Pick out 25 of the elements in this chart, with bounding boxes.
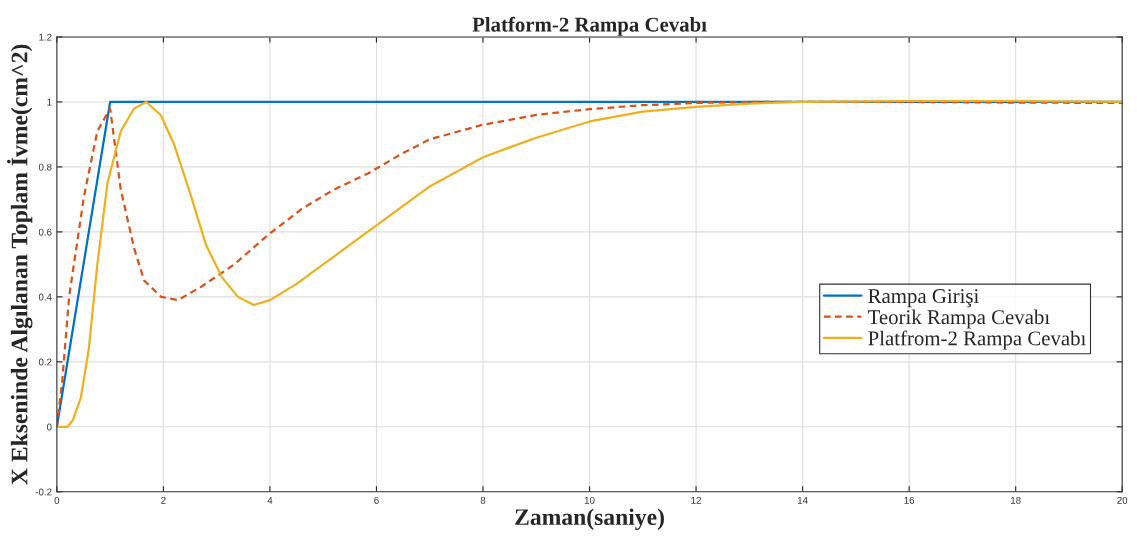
y-tick-label: 0.4	[38, 293, 52, 301]
x-tick-label: 16	[904, 496, 915, 504]
legend-label: Platfrom-2 Rampa Cevabı	[868, 330, 1086, 350]
x-tick-label: 4	[267, 496, 273, 504]
x-axis-title: Zaman(saniye)	[515, 508, 664, 530]
x-tick-label: 6	[374, 496, 379, 504]
x-tick-label: 20	[1117, 496, 1128, 504]
y-axis-title: X Ekseninde Algılanan Toplam İvme(cm^2)	[7, 44, 33, 485]
x-tick-label: 14	[797, 496, 808, 504]
y-tick-label: 0.8	[38, 163, 52, 171]
y-tick-label: 0.2	[38, 358, 52, 366]
y-tick-label: -0.2	[35, 488, 52, 496]
x-tick-label: 12	[691, 496, 701, 504]
x-tick-label: 18	[1011, 496, 1021, 504]
y-tick-label: 1	[47, 98, 52, 106]
x-tick-label: 0	[54, 496, 60, 504]
x-tick-label: 8	[480, 496, 486, 504]
legend-label: Rampa Girişi	[868, 289, 979, 308]
legend-label: Teorik Rampa Cevabı	[868, 309, 1050, 329]
chart-title: Platform-2 Rampa Cevabı	[472, 16, 707, 36]
y-tick-label: 0	[46, 423, 52, 431]
x-tick-label: 2	[161, 496, 166, 504]
y-tick-label: 1.2	[39, 33, 52, 41]
y-tick-label: 0.6	[38, 228, 52, 236]
x-tick-label: 10	[584, 496, 595, 504]
